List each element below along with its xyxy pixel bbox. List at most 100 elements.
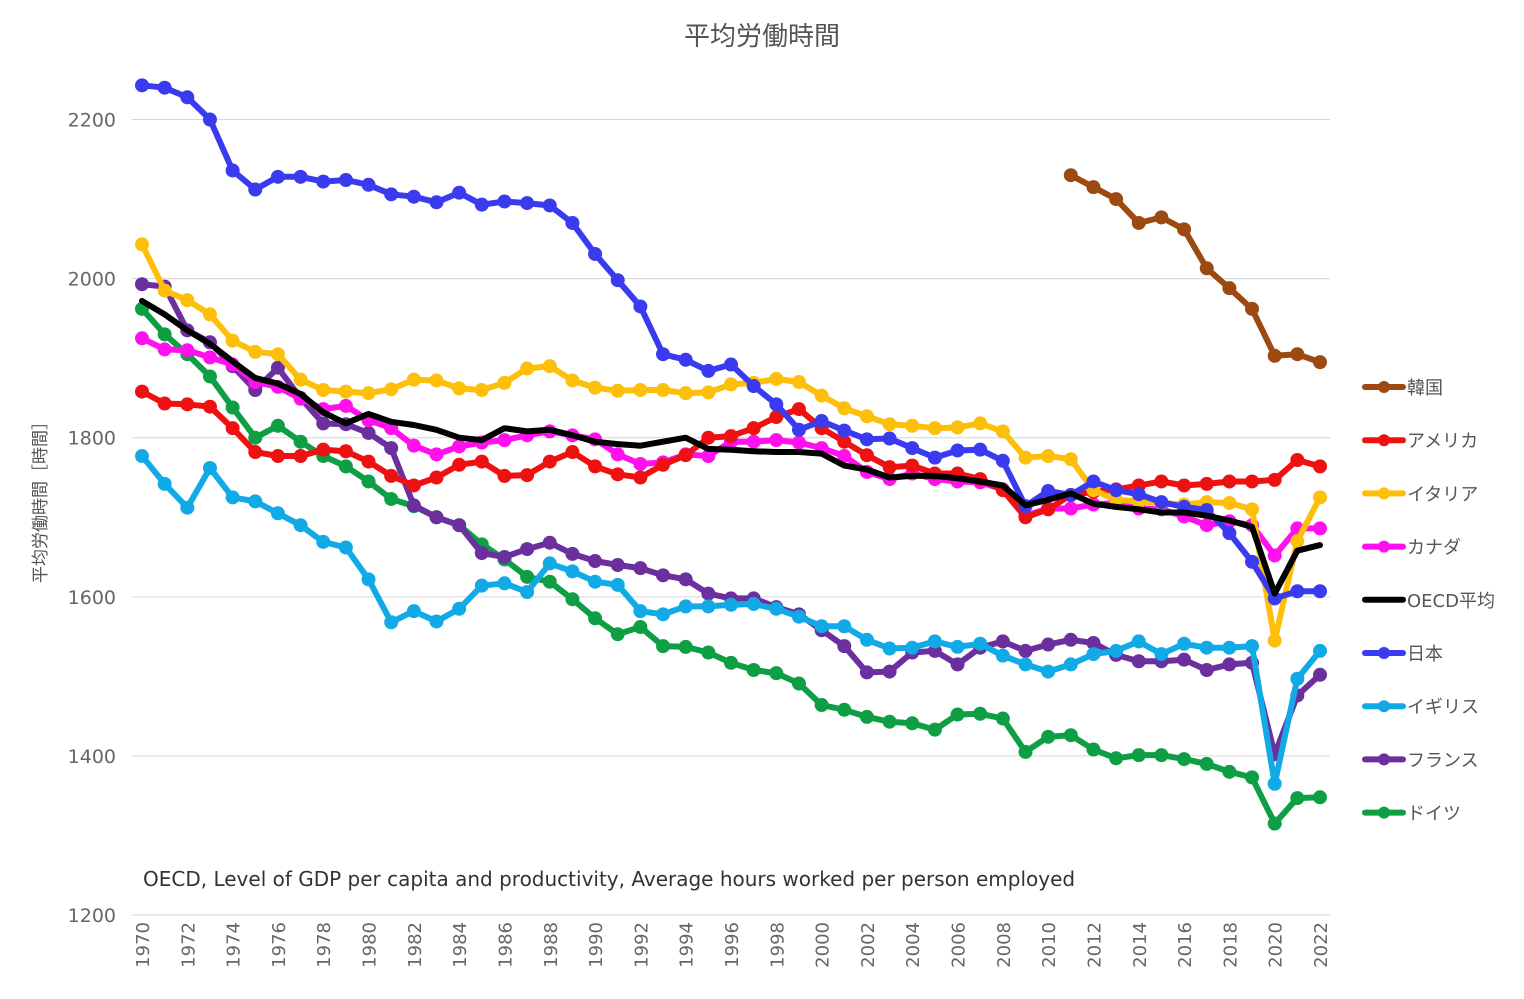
data-point [429,510,444,525]
series-6 [135,449,1327,791]
data-point [837,639,852,654]
legend-item: アメリカ [1362,431,1478,452]
data-point [610,273,625,288]
data-point [1018,643,1033,658]
data-point [1154,474,1169,489]
data-point [270,449,285,464]
data-point [135,384,149,399]
x-tick-label: 1974 [224,922,245,968]
data-point [1199,663,1214,677]
data-point [1313,790,1327,805]
data-point [859,432,874,447]
data-point [746,379,761,394]
data-point [384,491,399,506]
data-point [1222,526,1237,541]
data-point [384,615,399,630]
data-point [1086,742,1101,757]
data-point [1041,449,1056,464]
data-point [633,470,648,485]
data-point [157,327,172,342]
legend-label: カナダ [1407,538,1461,559]
data-point [1313,521,1327,536]
data-point [565,546,580,561]
data-point [1086,180,1101,195]
data-point [497,550,512,565]
data-point [384,382,399,397]
data-point [270,347,285,362]
data-point [202,399,217,414]
data-point [1109,643,1124,658]
data-point [656,347,671,362]
data-point [1109,192,1124,207]
data-point [927,421,942,436]
legend-label: 日本 [1407,644,1443,665]
data-point [769,433,784,448]
data-point [927,450,942,465]
data-point [995,711,1010,726]
data-point [361,386,376,401]
data-point [474,546,489,561]
data-point [542,198,557,213]
data-point [588,246,603,261]
data-point [1313,490,1327,505]
data-point [1041,484,1056,499]
data-point [1290,791,1305,806]
data-point [225,490,240,505]
data-point [474,383,489,397]
data-point [542,574,557,589]
data-point [610,627,625,642]
data-point [135,237,149,252]
data-point [316,534,331,549]
legend-swatch-marker [1378,434,1390,447]
data-point [497,375,512,390]
data-point [814,619,829,634]
data-point [157,342,172,357]
data-point [384,187,399,202]
data-point [1131,748,1146,763]
data-point [905,418,920,433]
data-point [1177,222,1192,237]
data-point [1154,210,1169,225]
data-point [406,372,421,387]
data-point [520,468,535,483]
data-point [882,460,897,475]
data-point [452,439,467,454]
data-point [1245,474,1260,489]
data-point [701,385,716,400]
data-point [791,435,806,450]
series-layer [135,78,1327,831]
series-2 [135,237,1327,648]
data-point [1267,816,1282,831]
data-point [1018,510,1033,525]
data-point [1063,632,1078,647]
data-point [1131,487,1146,502]
data-point [769,410,784,425]
data-point [678,352,693,367]
legend-item: 韓国 [1362,378,1443,399]
data-point [701,586,716,601]
x-tick-label: 2012 [1084,922,1105,968]
data-point [746,596,761,611]
data-point [1199,640,1214,655]
y-tick-label: 2200 [68,110,116,132]
data-point [1199,756,1214,771]
data-point [361,572,376,587]
data-point [1313,459,1327,474]
data-point [746,663,761,677]
data-point [769,666,784,681]
data-point [180,293,195,308]
data-point [135,277,149,292]
data-point [1313,355,1327,370]
data-point [610,558,625,572]
data-point [270,360,285,375]
data-point [588,380,603,395]
data-point [180,90,195,105]
data-point [656,457,671,472]
chart-title: 平均労働時間 [684,22,840,52]
series-5 [135,78,1327,606]
data-point [905,458,920,473]
data-point [565,373,580,388]
data-point [1290,584,1305,599]
data-point [678,448,693,463]
